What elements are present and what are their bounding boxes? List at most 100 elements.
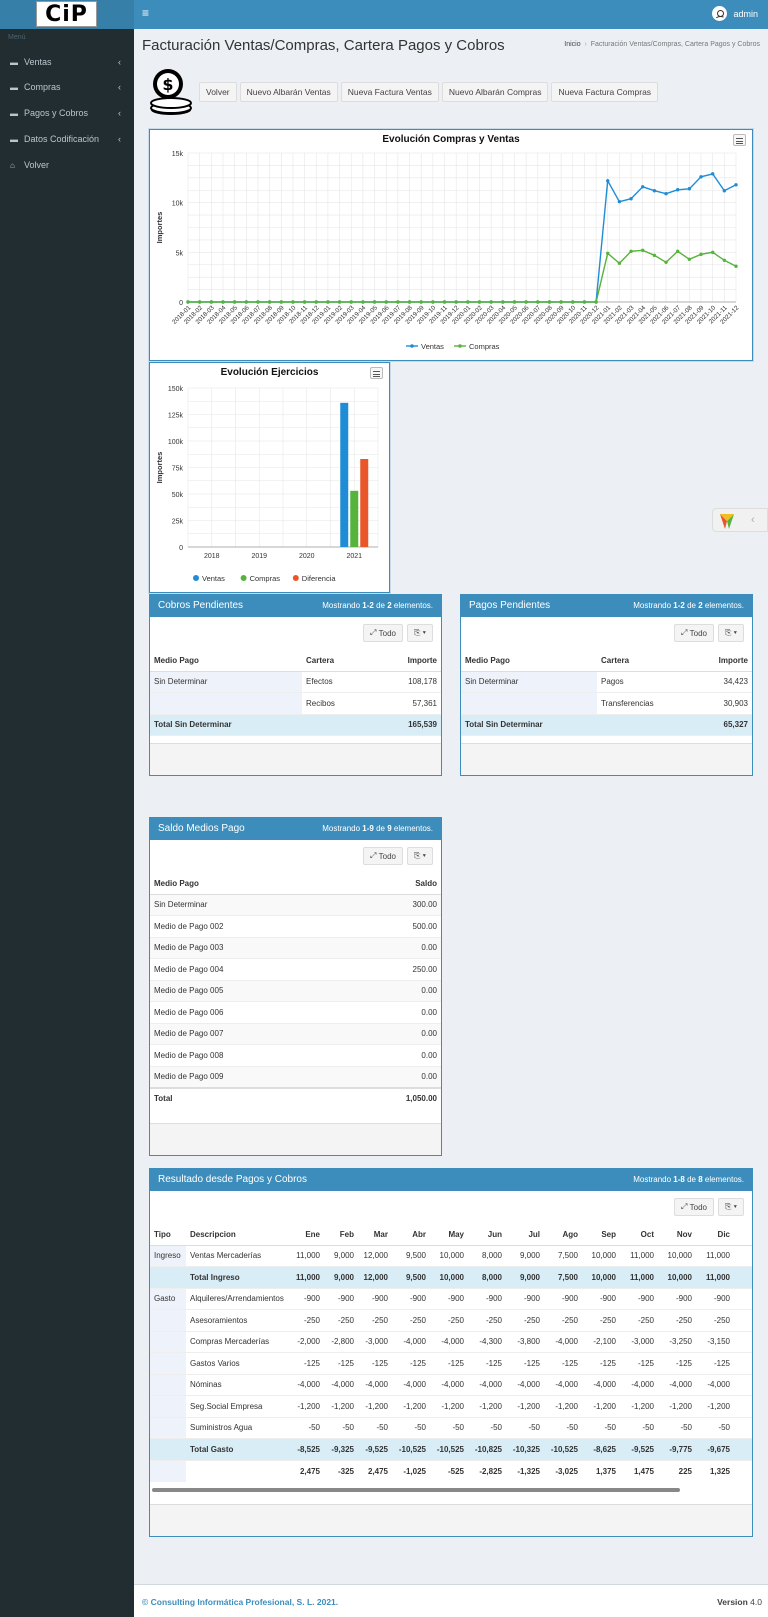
cell-value: -117,700 [734, 1438, 752, 1460]
cell-value: 7,500 [544, 1244, 582, 1267]
cell-value: -48,000 [734, 1373, 752, 1396]
user-name: admin [733, 8, 758, 19]
sidebar: CiP Menú ▬ Ventas ‹ ▬ Compras ‹ ▬ Pagos y Cob… [0, 0, 134, 1617]
logo-bar[interactable]: CiP [0, 0, 134, 29]
toggle-all-button[interactable]: ⤢ Todo [363, 847, 404, 865]
cell-value: -250 [468, 1309, 506, 1331]
user-menu[interactable]: admin [712, 6, 758, 21]
version-number: 4.0 [750, 1597, 762, 1607]
chart-evolucion-compras-ventas: Evolución Compras y Ventas 0 5k 10k 15k Impo… [149, 129, 753, 361]
table-row: Medio de Pago 003 0.00 [150, 936, 441, 959]
toggle-all-button[interactable]: ⤢ Todo [363, 624, 404, 642]
cell-value: -3,000 [620, 1330, 658, 1353]
cell-value: -4,000 [544, 1330, 582, 1353]
cell-value: -125 [290, 1352, 324, 1374]
cell-medio: Medio de Pago 008 [150, 1044, 343, 1066]
table-row: Total Ingreso 11,000 9,000 12,000 9,500 10,00… [150, 1266, 752, 1288]
cell-value: 225 [658, 1459, 696, 1482]
chevron-left-icon[interactable]: ‹ [751, 514, 755, 526]
data-point [676, 188, 680, 192]
data-point [291, 300, 295, 304]
column-header: Tipo [150, 1224, 186, 1246]
floating-widget[interactable]: ‹ [712, 508, 768, 532]
saldo-medios-pago-box: Saldo Medios Pago Mostrando 1-9 de 9 elem… [149, 817, 442, 1156]
table-row: 2,475 -325 2,475 -1,025 -525 -2,825 -1,325 -3,0… [150, 1459, 752, 1482]
cell-value: -1,500 [734, 1352, 752, 1374]
box-footer [150, 743, 441, 775]
chart-menu-icon[interactable] [733, 134, 746, 146]
sidebar-item-volver[interactable]: ⌂ Volver [0, 153, 134, 177]
table-row: Ingreso Ventas Mercaderías 11,000 9,000 12,0… [150, 1244, 752, 1267]
bar-compras [350, 490, 359, 547]
cell-value: -50 [696, 1416, 734, 1439]
company-logo[interactable]: CiP [36, 1, 97, 27]
data-point [559, 300, 563, 304]
legend-label: Compras [250, 574, 281, 583]
cell-cartera: Efectos [302, 670, 370, 693]
cell-medio: Medio de Pago 007 [150, 1022, 343, 1045]
column-header: Cartera [597, 650, 681, 672]
cell-value: -250 [582, 1309, 620, 1331]
cell-value: 10,000 [430, 1266, 468, 1288]
nueva-factura-compras-button[interactable]: Nueva Factura Compras [551, 82, 659, 102]
cell-value: 9,000 [324, 1244, 358, 1267]
cell-value: -4,000 [392, 1330, 430, 1353]
cell-value: 118,000 [734, 1244, 752, 1267]
data-point [547, 300, 552, 304]
data-point [629, 249, 633, 254]
export-button[interactable]: ⎘ ▾ [718, 1198, 744, 1216]
cell-value: 1,375 [582, 1459, 620, 1482]
chart-legend: Ventas Compras Diferencia [193, 574, 336, 583]
data-point [617, 261, 622, 265]
cell-value: 11,000 [696, 1244, 734, 1267]
horizontal-scrollbar[interactable] [152, 1488, 680, 1492]
table-row: Gastos Varios -125 -125 -125 -125 -125 -125 -12… [150, 1352, 752, 1374]
cell-saldo: 0.00 [343, 1022, 441, 1045]
sidebar-item-pagos-cobros[interactable]: ▬ Pagos y Cobros ‹ [0, 101, 134, 125]
sidebar-item-compras[interactable]: ▬ Compras ‹ [0, 75, 134, 99]
cell-value: -14,400 [734, 1395, 752, 1417]
x-tick-label: 2018 [204, 553, 220, 560]
y-tick-label: 5k [176, 250, 184, 257]
cell-tipo [150, 1459, 186, 1482]
export-button[interactable]: ⎘ ▾ [718, 624, 744, 642]
cell-value: -900 [696, 1287, 734, 1310]
y-tick-label: 10k [172, 201, 184, 208]
toggle-all-button[interactable]: ⤢ Todo [674, 624, 715, 642]
cell-value: -125 [358, 1352, 392, 1374]
cell-value: -325 [324, 1459, 358, 1482]
sidebar-item-datos-codificacion[interactable]: ▬ Datos Codificación ‹ [0, 127, 134, 151]
cell-saldo: 0.00 [343, 936, 441, 959]
summary-total: 8 [698, 1175, 703, 1184]
cell-descripcion: Ventas Mercaderías [186, 1244, 290, 1267]
sidebar-item-label: Datos Codificación [24, 134, 100, 144]
cell-label: Total Sin Determinar [461, 713, 597, 736]
cell-value: -125 [620, 1352, 658, 1374]
cell-value: -1,200 [582, 1395, 620, 1417]
cell-value: -1,200 [324, 1395, 358, 1417]
footer-copyright[interactable]: © Consulting Informática Profesional, S.… [142, 1597, 339, 1607]
export-button[interactable]: ⎘ ▾ [407, 847, 433, 865]
data-point [326, 300, 330, 304]
data-point [617, 199, 622, 204]
column-header: Medio Pago [150, 873, 343, 895]
export-button[interactable]: ⎘ ▾ [407, 624, 433, 642]
nuevo-albaran-compras-button[interactable]: Nuevo Albarán Compras [441, 82, 549, 102]
chart-menu-icon[interactable] [370, 367, 383, 379]
nueva-factura-ventas-button[interactable]: Nueva Factura Ventas [340, 82, 439, 102]
toggle-all-button[interactable]: ⤢ Todo [674, 1198, 715, 1216]
breadcrumb-home[interactable]: Inicio [564, 41, 581, 48]
nuevo-albaran-ventas-button[interactable]: Nuevo Albarán Ventas [239, 82, 338, 102]
volver-button[interactable]: Volver [199, 82, 237, 102]
pagination-summary: Mostrando 1-8 de 8 elementos. [633, 1175, 744, 1184]
cell-value: 11,000 [620, 1244, 658, 1267]
data-point [734, 264, 738, 268]
cell-importe: 57,361 [370, 692, 441, 714]
cell-value: -1,200 [620, 1395, 658, 1417]
cell-value: -900 [506, 1287, 544, 1310]
cell-value: -1,200 [290, 1395, 324, 1417]
summary-range: 1-2 [362, 601, 374, 610]
hamburger-menu-icon[interactable]: ≡ [142, 6, 150, 20]
sidebar-item-ventas[interactable]: ▬ Ventas ‹ [0, 50, 134, 74]
cell-value: 11,000 [620, 1266, 658, 1288]
